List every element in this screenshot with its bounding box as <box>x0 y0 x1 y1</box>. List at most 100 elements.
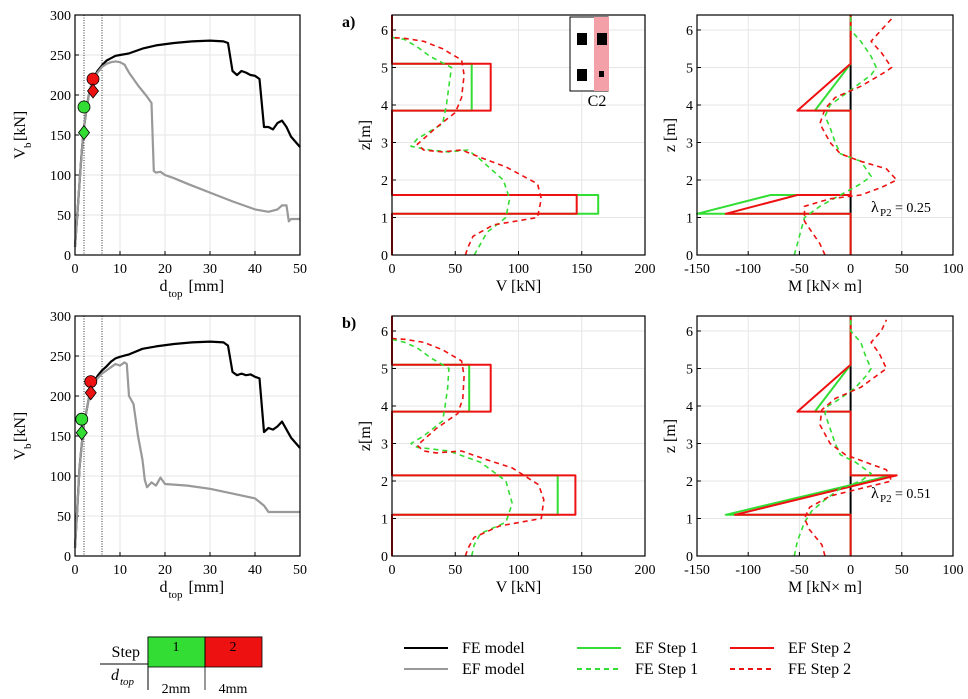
tick-label-y: 0 <box>686 550 693 565</box>
chart-moment-a: -150 -100 -50 0 50 100 0 1 2 3 4 5 6 M [kN× m] z [m] λ P… <box>662 14 964 295</box>
legend-label: FE model <box>462 640 525 657</box>
x-axis-label: V [kN] <box>496 579 541 596</box>
tick-label-x: 200 <box>635 563 656 578</box>
x-axis-label: M [kN× m] <box>788 278 862 295</box>
tick-label-y: 3 <box>686 137 693 152</box>
tick-label-x: 20 <box>158 563 172 578</box>
tick-label-x: 50 <box>293 563 307 578</box>
step-row-label: Step <box>112 644 140 661</box>
x-axis-label: d <box>160 278 168 295</box>
tick-label-y: 150 <box>50 430 71 445</box>
tick-label-x: 10 <box>113 563 127 578</box>
tick-label-x: 20 <box>158 262 172 277</box>
tick-label-x: -100 <box>735 262 761 277</box>
legend-label: EF model <box>462 661 525 678</box>
tick-label-x: 50 <box>293 262 307 277</box>
step-number: 1 <box>173 640 180 655</box>
plot-area <box>697 316 953 556</box>
tick-label-x: -100 <box>735 563 761 578</box>
tick-label-y: 200 <box>50 390 71 405</box>
plot-frame <box>74 14 301 256</box>
tick-label-y: 100 <box>50 169 71 184</box>
legend-label: EF Step 1 <box>635 640 698 657</box>
tick-label-y: 3 <box>381 438 388 453</box>
chart-pushover-a: 0 10 20 30 40 50 0 50 100 150 200 250 300 d top [mm] Vb[… <box>12 9 307 300</box>
series-line-fe1 <box>391 338 514 557</box>
tick-label-y: 100 <box>50 470 71 485</box>
tick-label-y: 2 <box>686 475 693 490</box>
tick-label-y: 4 <box>686 400 693 415</box>
y-axis-label-unit: [kN] <box>12 111 29 141</box>
y-axis-label-unit: [kN] <box>12 412 29 442</box>
marker-diamond <box>75 425 88 441</box>
inset-block <box>597 33 607 45</box>
tick-label-y: 300 <box>50 310 71 325</box>
tick-label-y: 6 <box>381 325 388 340</box>
tick-label-x: 0 <box>389 262 396 277</box>
tick-label-y: 50 <box>57 510 71 525</box>
tick-label-x: 0 <box>847 262 854 277</box>
panel-label: a) <box>342 14 355 31</box>
tick-label-x: 0 <box>847 563 854 578</box>
step-number: 2 <box>230 640 237 655</box>
marker-circle <box>77 100 91 114</box>
panel-label: b) <box>342 315 356 332</box>
series-line-fe2 <box>391 36 543 256</box>
annotation-lambda-sub: P2 <box>880 493 892 505</box>
tick-label-y: 0 <box>64 249 71 264</box>
x-axis-label-sub: top <box>169 589 184 601</box>
tick-label-x: 50 <box>895 563 909 578</box>
tick-label-x: 50 <box>448 262 462 277</box>
tick-label-y: 300 <box>50 9 71 24</box>
series-line-fe2 <box>803 18 898 256</box>
tick-label-x: 100 <box>943 563 964 578</box>
step-table: Step d top 1 2mm 2 4mm <box>100 636 263 697</box>
tick-label-y: 4 <box>381 99 388 114</box>
series-line-fe2 <box>391 337 545 557</box>
x-axis-label: V [kN] <box>496 278 541 295</box>
tick-label-x: 50 <box>448 563 462 578</box>
plot-frame <box>696 315 954 557</box>
annotation-lambda: λ <box>871 485 879 502</box>
inset-block <box>577 33 587 45</box>
step-displacement-value: 2mm <box>162 682 191 697</box>
y-axis-label-sub: b <box>22 142 34 148</box>
tick-label-y: 5 <box>686 363 693 378</box>
tick-label-y: 2 <box>381 475 388 490</box>
tick-label-x: 30 <box>203 563 217 578</box>
tick-label-y: 0 <box>381 249 388 264</box>
plot-frame <box>391 14 646 256</box>
series-line-fe1 <box>793 15 878 256</box>
marker-diamond <box>77 124 91 141</box>
series-line-fe2 <box>803 319 893 557</box>
annotation-value: = 0.51 <box>895 487 931 502</box>
tick-label-x: 100 <box>508 262 529 277</box>
tick-label-y: 6 <box>686 24 693 39</box>
y-axis-label: z[m] <box>357 421 374 451</box>
tick-label-y: 0 <box>686 249 693 264</box>
tick-label-x: 40 <box>248 563 262 578</box>
series-line-ef2 <box>733 316 898 556</box>
chart-shear-b: 0 50 100 150 200 0 1 2 3 4 5 6 V [kN] z[m] b) <box>342 315 656 596</box>
x-axis-label-unit: [mm] <box>189 278 225 295</box>
tick-label-y: 2 <box>381 174 388 189</box>
y-axis-label: z [m] <box>662 118 679 152</box>
plot-frame <box>391 315 646 557</box>
tick-label-x: 0 <box>72 262 79 277</box>
column-section-inset: C2 <box>569 16 609 110</box>
marker-circle <box>86 72 100 86</box>
dtop-row-label: d <box>111 667 120 684</box>
tick-label-y: 1 <box>381 513 388 528</box>
dtop-row-label-sub: top <box>120 676 135 688</box>
tick-label-y: 1 <box>686 212 693 227</box>
inset-label: C2 <box>588 93 607 110</box>
plot-frame <box>696 14 954 256</box>
chart-moment-b: -150 -100 -50 0 50 100 0 1 2 3 4 5 6 M [kN× m] z [m] λ P… <box>662 315 964 596</box>
tick-label-x: 30 <box>203 262 217 277</box>
x-axis-label: d <box>160 579 168 596</box>
tick-label-x: 100 <box>943 262 964 277</box>
tick-label-y: 5 <box>381 363 388 378</box>
tick-label-y: 4 <box>686 99 693 114</box>
series-line-ef <box>73 60 300 248</box>
